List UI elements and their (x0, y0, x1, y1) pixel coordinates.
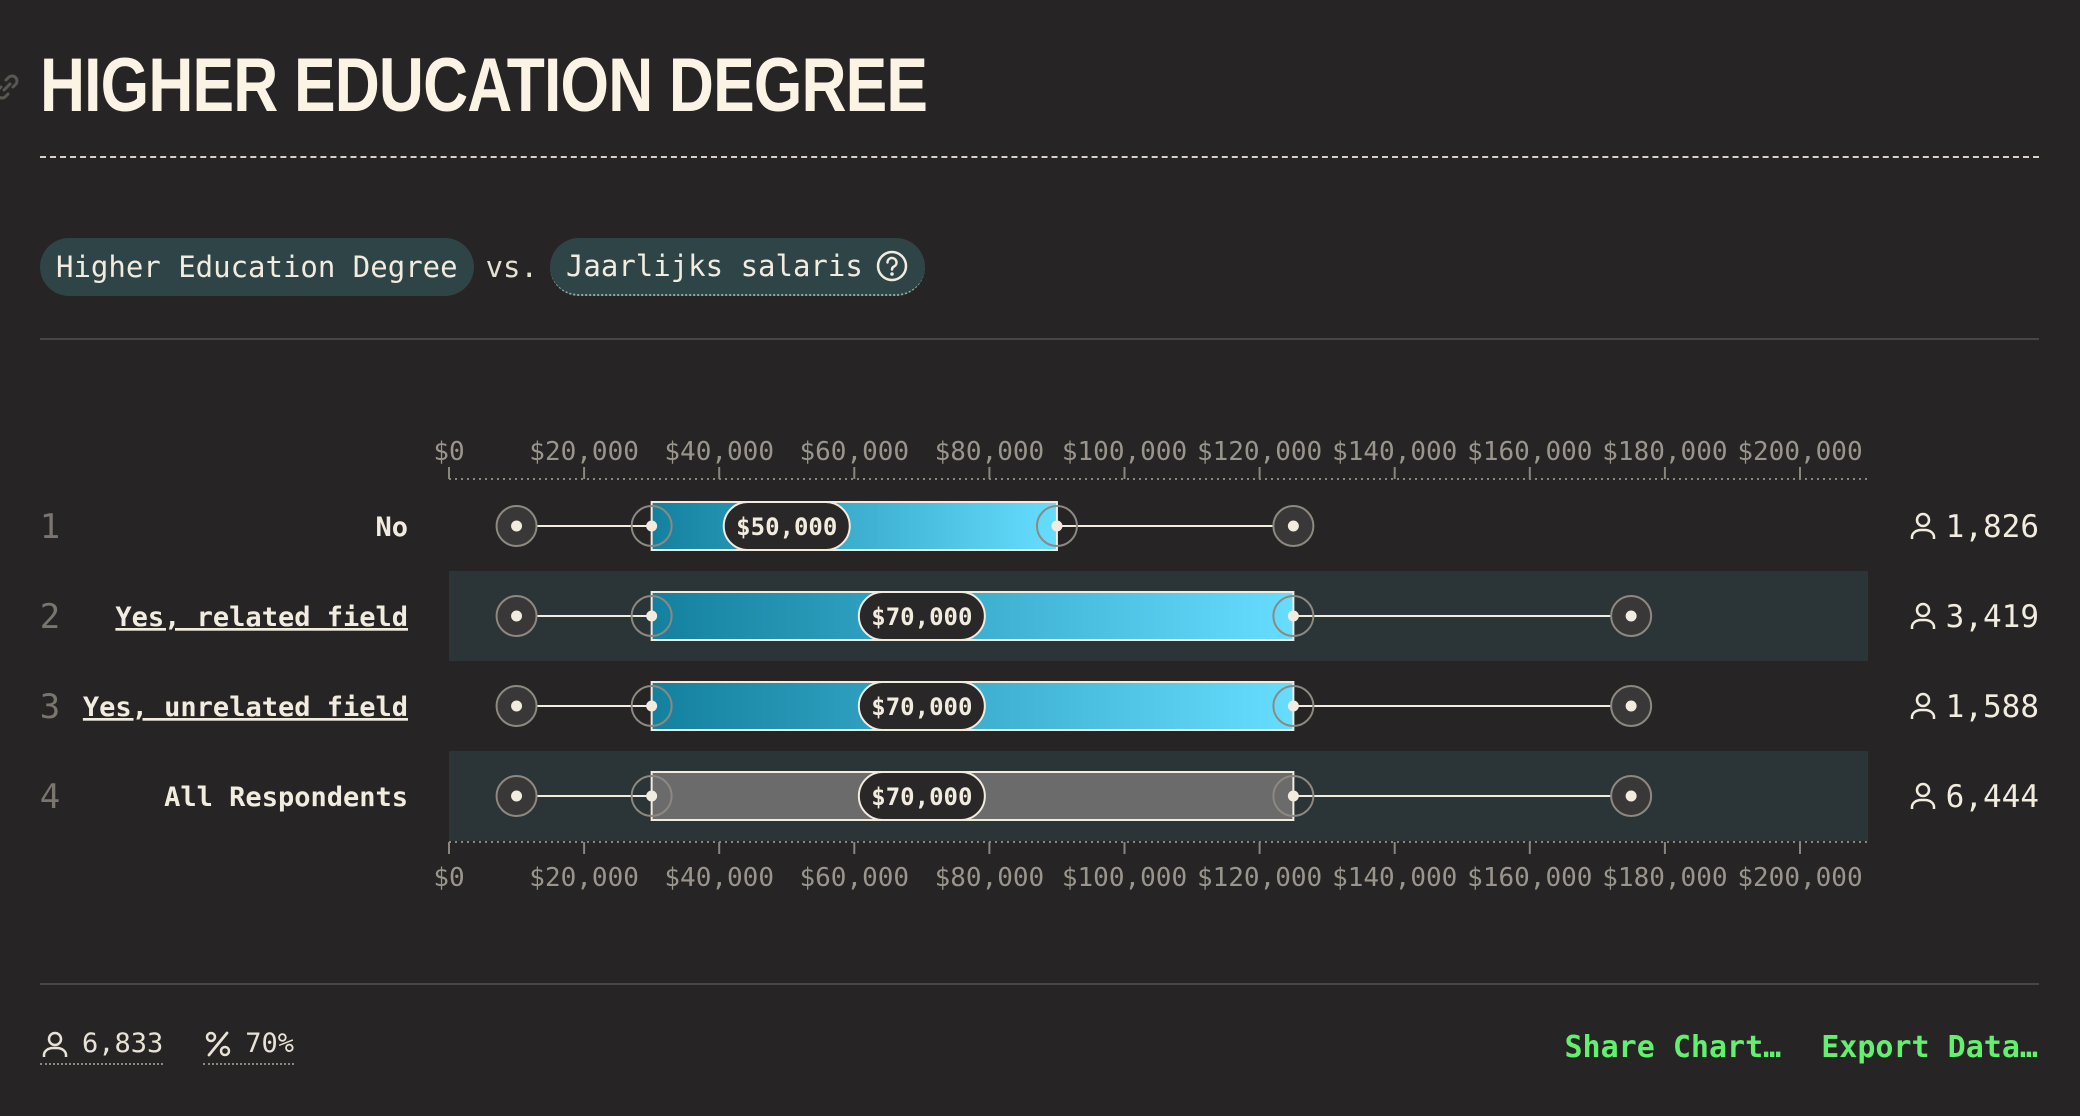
min-marker-dot (511, 610, 523, 622)
row-count: 1,826 (1946, 509, 2039, 545)
x-tick-label: $60,000 (800, 437, 910, 467)
q1-marker-dot (646, 700, 658, 712)
x-tick-label: $80,000 (935, 863, 1045, 893)
q1-marker-ring (630, 505, 673, 547)
secondary-variable-pill[interactable]: Jaarlijks salaris (549, 238, 925, 296)
q1-marker-dot (646, 520, 658, 532)
median-pill (857, 681, 986, 731)
x-tick-label: $200,000 (1737, 437, 1862, 467)
iqr-box (650, 501, 1058, 551)
median-pill (722, 501, 851, 551)
footer-actions: Share Chart… Export Data… (1565, 1030, 2039, 1065)
row-rank: 2 (40, 597, 60, 637)
row-label: No (375, 512, 408, 543)
median-label: $50,000 (736, 513, 837, 541)
q1-marker-ring (630, 775, 673, 817)
median-label: $70,000 (871, 783, 972, 811)
row-label[interactable]: Yes, related field (115, 602, 408, 633)
row-rank: 1 (40, 507, 60, 547)
footer-stats: 6,833 70% (40, 1028, 295, 1065)
respondents-stat[interactable]: 6,833 (40, 1028, 164, 1065)
footer-divider (40, 983, 2039, 985)
x-tick-label: $100,000 (1062, 863, 1187, 893)
export-data-button[interactable]: Export Data… (1821, 1030, 2038, 1065)
x-tick-label: $140,000 (1332, 437, 1457, 467)
median-pill (857, 771, 986, 821)
user-icon (1910, 692, 1936, 719)
q3-marker-dot (1051, 520, 1063, 532)
primary-variable-pill[interactable]: Higher Education Degree (40, 238, 474, 296)
q3-marker-ring (1272, 685, 1315, 727)
percent-icon (206, 1031, 231, 1056)
x-tick-label: $40,000 (664, 437, 774, 467)
x-tick-label: $100,000 (1062, 437, 1187, 467)
user-icon (1910, 602, 1936, 629)
user-icon (42, 1031, 68, 1057)
q1-marker-dot (646, 610, 658, 622)
q1-marker-dot (646, 790, 658, 802)
q3-marker-ring (1272, 595, 1315, 637)
q3-marker-ring (1272, 775, 1315, 817)
max-marker-dot (1625, 790, 1637, 802)
x-tick-label: $120,000 (1197, 437, 1322, 467)
user-icon (1910, 782, 1936, 809)
x-tick-label: $180,000 (1602, 437, 1727, 467)
row-rank: 3 (40, 687, 60, 727)
x-tick-label: $80,000 (935, 437, 1045, 467)
percent-value: 70% (245, 1028, 295, 1059)
x-tick-label: $20,000 (529, 863, 639, 893)
median-label: $70,000 (871, 603, 972, 631)
x-tick-label: $0 (433, 437, 464, 467)
row-count: 1,588 (1946, 689, 2039, 725)
respondents-count: 6,833 (82, 1028, 164, 1059)
x-tick-label: $0 (433, 863, 464, 893)
x-tick-label: $160,000 (1467, 863, 1592, 893)
median-pill (857, 591, 986, 641)
row-count: 3,419 (1946, 599, 2039, 635)
share-chart-button[interactable]: Share Chart… (1564, 1030, 1782, 1065)
x-tick-label: $200,000 (1737, 863, 1862, 893)
x-tick-label: $40,000 (664, 863, 774, 893)
max-marker-dot (1625, 610, 1637, 622)
median-label: $70,000 (871, 693, 972, 721)
max-marker-dot (1287, 520, 1299, 532)
min-marker-dot (511, 520, 523, 532)
q3-marker-dot (1287, 700, 1299, 712)
link-icon[interactable] (0, 72, 22, 102)
row-label: All Respondents (164, 782, 408, 813)
min-marker-dot (511, 790, 523, 802)
x-tick-label: $60,000 (800, 863, 910, 893)
q3-marker-dot (1287, 610, 1299, 622)
row-count: 6,444 (1946, 779, 2039, 815)
row-rank: 4 (40, 777, 60, 817)
max-marker-dot (1625, 700, 1637, 712)
x-tick-label: $140,000 (1332, 863, 1457, 893)
vs-label: vs. (485, 250, 538, 284)
title-divider (40, 156, 2039, 158)
q1-marker-ring (630, 595, 673, 637)
q3-marker-dot (1287, 790, 1299, 802)
comparison-controls: Higher Education Degree vs. Jaarlijks sa… (40, 238, 925, 296)
question-circle-icon[interactable] (875, 249, 909, 283)
x-tick-label: $160,000 (1467, 437, 1592, 467)
x-tick-label: $180,000 (1602, 863, 1727, 893)
controls-divider (40, 338, 2039, 340)
page-title: HIGHER EDUCATION DEGREE (40, 43, 928, 128)
x-tick-label: $20,000 (529, 437, 639, 467)
row-label[interactable]: Yes, unrelated field (83, 692, 408, 723)
q3-marker-ring (1035, 505, 1078, 547)
x-tick-label: $120,000 (1197, 863, 1322, 893)
user-icon (1910, 512, 1936, 539)
q1-marker-ring (630, 685, 673, 727)
min-marker-dot (511, 700, 523, 712)
secondary-variable-label: Jaarlijks salaris (565, 249, 863, 283)
percent-stat[interactable]: 70% (203, 1028, 295, 1065)
